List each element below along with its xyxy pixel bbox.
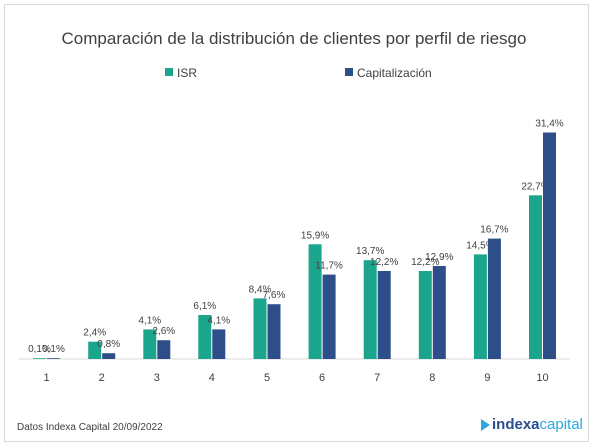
bar-capitalizacion-5 [267,304,281,359]
data-label-isr-5: 8,4% [249,284,272,295]
bar-isr-6 [308,244,322,359]
data-label-isr-4: 6,1% [193,301,216,312]
data-label-capitalizacion-4: 4,1% [207,315,230,326]
bar-capitalizacion-6 [322,274,336,359]
bar-isr-9 [473,254,487,359]
bar-capitalizacion-7 [377,271,391,359]
chart: Comparación de la distribución de client… [19,29,570,385]
x-tick-label-3: 3 [154,372,160,384]
data-label-isr-9: 14,5% [466,240,494,251]
x-tick-label-1: 1 [43,372,49,384]
source-note: Datos Indexa Capital 20/09/2022 [17,422,163,433]
data-label-isr-1: 0,1% [28,344,51,355]
bar-isr-3 [143,329,157,359]
chart-frame: Comparación de la distribución de client… [4,4,589,442]
data-label-capitalizacion-1: 0,1% [42,344,65,355]
bar-capitalizacion-3 [157,340,171,359]
bar-capitalizacion-9 [487,238,501,359]
data-label-capitalizacion-5: 7,6% [263,290,286,301]
data-label-capitalizacion-8: 12,9% [425,252,453,263]
x-tick-label-2: 2 [99,372,105,384]
data-label-capitalizacion-3: 2,6% [152,326,175,337]
data-label-isr-7: 13,7% [356,246,384,257]
legend-swatch-capitalizacion [345,68,353,76]
x-tick-label-9: 9 [484,372,490,384]
legend-label-capitalizacion: Capitalización [357,66,432,80]
indexa-logo-icon [481,418,490,431]
bar-isr-7 [363,260,377,359]
x-tick-label-6: 6 [319,372,325,384]
data-label-capitalizacion-6: 11,7% [315,261,343,272]
brand-part2: capital [539,416,583,433]
bars-layer: 0,1%0,1%12,4%0,8%24,1%2,6%36,1%4,1%48,4%… [28,119,564,385]
bar-isr-1 [33,358,46,359]
data-label-capitalizacion-2: 0,8% [97,339,120,350]
legend-swatch-isr [165,68,173,76]
data-label-isr-10: 22,7% [521,181,549,192]
bar-isr-8 [418,271,432,359]
bar-isr-2 [88,341,102,359]
bar-capitalizacion-2 [102,353,116,359]
x-tick-label-4: 4 [209,372,215,384]
data-label-isr-2: 2,4% [83,328,106,339]
data-label-isr-8: 12,2% [411,257,439,268]
bar-capitalizacion-10 [543,132,556,359]
brand-logo: indexa capital [481,416,583,433]
bar-isr-10 [529,195,542,359]
x-tick-label-8: 8 [429,372,435,384]
bar-isr-4 [198,315,212,359]
data-label-capitalizacion-10: 31,4% [535,119,563,130]
x-tick-label-5: 5 [264,372,270,384]
data-label-isr-3: 4,1% [138,315,161,326]
bar-capitalizacion-8 [432,266,446,359]
brand-part1: indexa [492,416,540,433]
x-tick-label-7: 7 [374,372,380,384]
x-tick-label-10: 10 [536,372,548,384]
chart-title: Comparación de la distribución de client… [62,29,527,48]
bar-isr-5 [253,298,267,359]
bar-capitalizacion-4 [212,329,226,359]
data-label-capitalizacion-7: 12,2% [370,257,398,268]
data-label-capitalizacion-9: 16,7% [480,225,508,236]
legend-label-isr: ISR [177,66,197,80]
data-label-isr-6: 15,9% [301,230,329,241]
bar-capitalizacion-1 [47,358,60,359]
